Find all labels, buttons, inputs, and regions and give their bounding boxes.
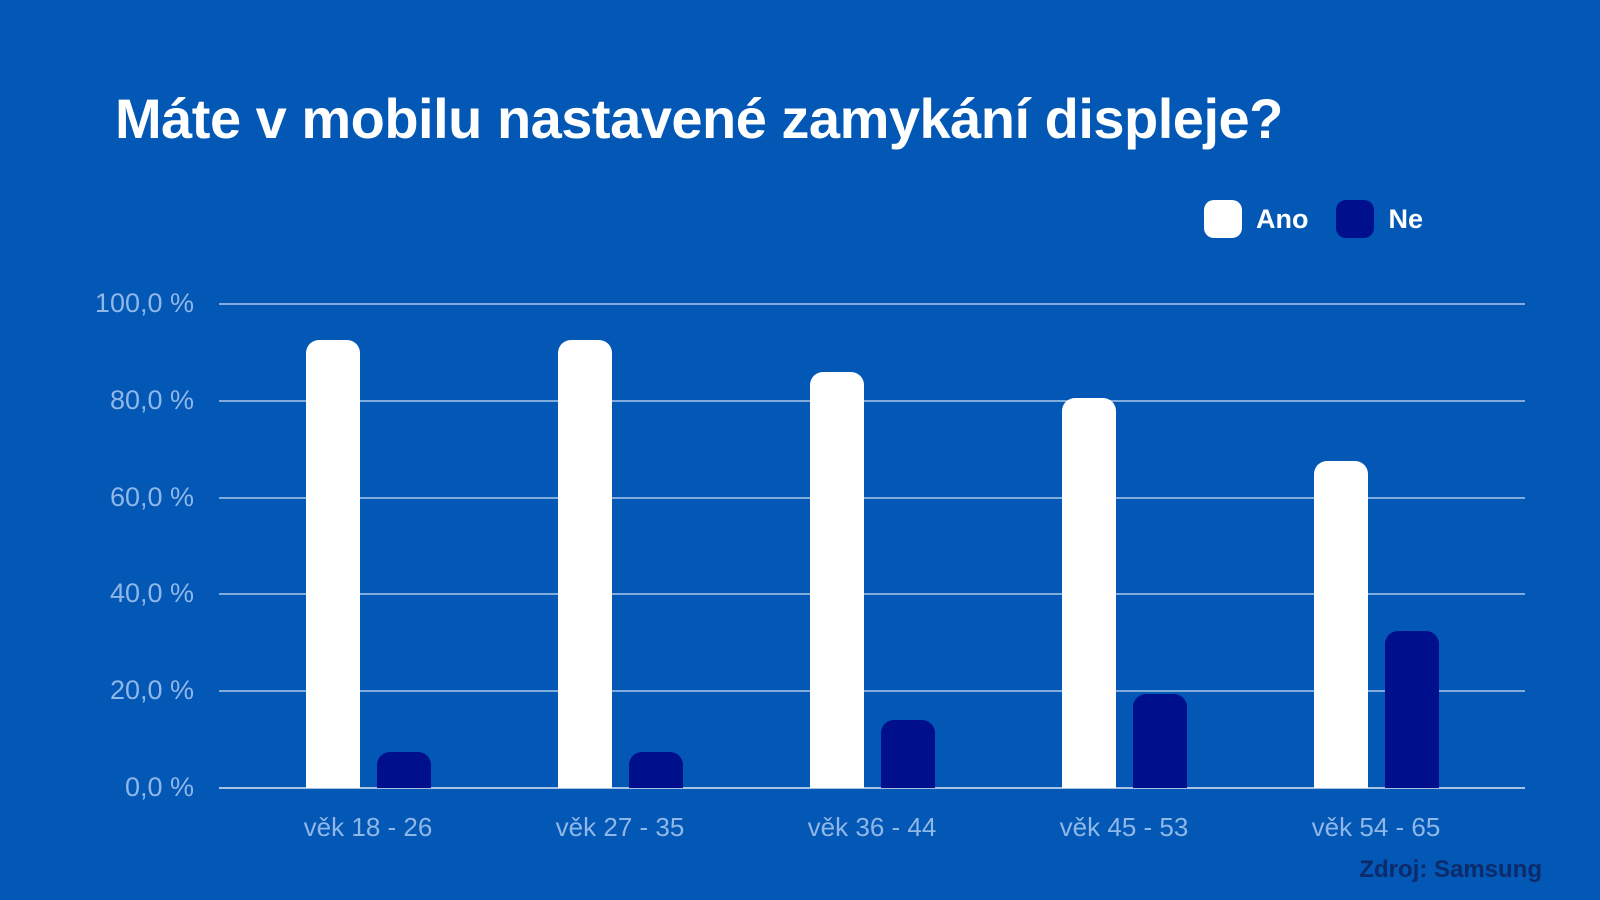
gridline bbox=[219, 593, 1525, 596]
legend-swatch-ne bbox=[1336, 200, 1375, 238]
bar-ano-2 bbox=[558, 340, 612, 788]
gridline bbox=[219, 399, 1525, 402]
legend-label-ne: Ne bbox=[1388, 203, 1423, 234]
bar-ne-2 bbox=[629, 751, 683, 788]
x-axis-category-label: věk 54 - 65 bbox=[1311, 812, 1441, 842]
bar-ano-5 bbox=[1314, 461, 1368, 788]
bar-ano-1 bbox=[306, 340, 360, 788]
x-axis-category-label: věk 27 - 35 bbox=[555, 812, 685, 842]
chart-title: Máte v mobilu nastavené zamykání displej… bbox=[115, 87, 1283, 150]
y-axis-tick-label: 80,0 % bbox=[109, 384, 194, 415]
y-axis-tick-label: 40,0 % bbox=[109, 578, 194, 609]
x-axis-baseline bbox=[219, 787, 1525, 789]
bar-ne-4 bbox=[1133, 693, 1187, 788]
bar-ano-4 bbox=[1062, 398, 1116, 788]
x-axis-category-label: věk 45 - 53 bbox=[1059, 812, 1189, 842]
bar-ne-1 bbox=[377, 751, 431, 788]
gridline bbox=[219, 303, 1525, 305]
legend-label-ano: Ano bbox=[1256, 203, 1309, 234]
bar-ne-3 bbox=[881, 720, 935, 788]
chart-legend: Ano Ne bbox=[1204, 200, 1423, 238]
chart-plot: 100,0 % 80,0 % 60,0 % 40,0 % 20,0 % 0,0 % bbox=[0, 288, 1600, 802]
gridline bbox=[219, 496, 1525, 499]
legend-item-ano: Ano bbox=[1204, 200, 1308, 238]
legend-swatch-ano bbox=[1204, 200, 1242, 238]
legend-item-ne: Ne bbox=[1336, 200, 1423, 238]
y-axis-tick-label: 0,0 % bbox=[124, 772, 194, 802]
bar-ne-5 bbox=[1385, 630, 1439, 788]
source-credit: Zdroj: Samsung bbox=[1359, 856, 1542, 883]
gridline bbox=[219, 690, 1525, 693]
y-axis-tick-label: 100,0 % bbox=[94, 288, 194, 318]
x-axis-category-label: věk 36 - 44 bbox=[807, 812, 937, 842]
x-axis-category-label: věk 18 - 26 bbox=[303, 812, 433, 842]
y-axis-tick-label: 20,0 % bbox=[109, 675, 194, 706]
bar-ano-3 bbox=[810, 371, 864, 788]
y-axis-tick-label: 60,0 % bbox=[109, 481, 194, 512]
